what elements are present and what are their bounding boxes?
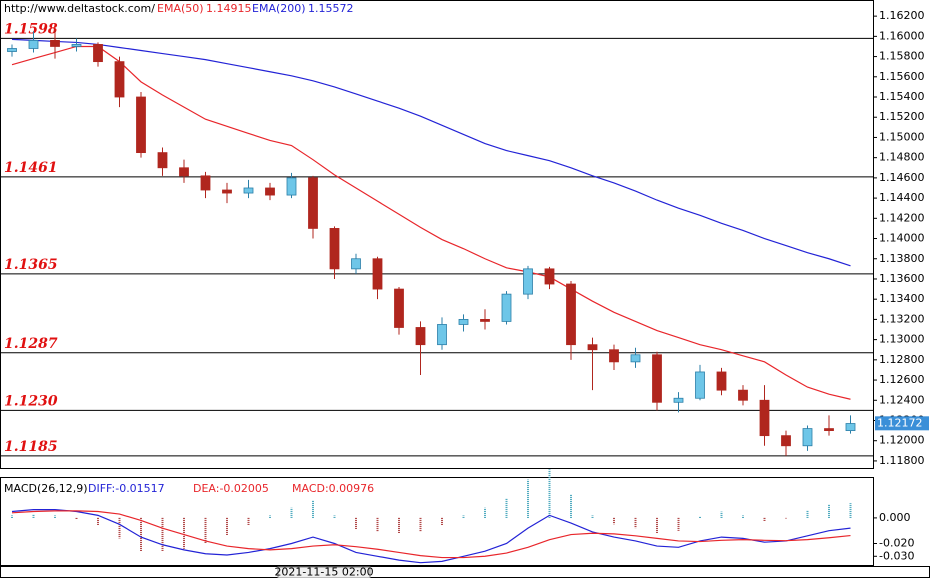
level-label: 1.1365 (4, 257, 58, 273)
y-tick-label: 1.15600 (879, 70, 925, 83)
candle-body (179, 167, 189, 177)
candle-body (243, 187, 254, 194)
y-tick-label: 1.14800 (879, 151, 925, 164)
candle-body (308, 177, 318, 229)
candle-body (394, 288, 404, 328)
candle-body (222, 189, 232, 194)
candle-body (652, 354, 662, 403)
line-series (11, 510, 851, 559)
y-tick-label: 0.000 (879, 511, 911, 524)
ema200-legend: EMA(200) (252, 2, 306, 15)
candle-body (114, 61, 125, 98)
y-tick-label: 1.11800 (879, 454, 925, 467)
candle-body (630, 354, 641, 363)
candle-body (824, 428, 834, 431)
candle-body (28, 40, 39, 49)
y-tick-label: 1.13600 (879, 272, 925, 285)
level-label: 1.1185 (4, 439, 58, 455)
candle-body (501, 293, 512, 322)
candle-body (544, 268, 555, 285)
y-tick-label: 1.12600 (879, 373, 925, 386)
candle-body (480, 319, 490, 322)
time-bar (0, 566, 930, 578)
candle-body (695, 371, 705, 399)
candle-body (845, 423, 856, 431)
y-tick-label: 1.15400 (879, 90, 925, 103)
level-label: 1.1287 (4, 336, 58, 352)
candle-body (372, 258, 383, 290)
candle-body (50, 40, 60, 47)
y-tick-label: 1.14400 (879, 191, 925, 204)
ema200-value: 1.15572 (308, 2, 354, 15)
y-tick-label: 1.12000 (879, 434, 925, 447)
candle-body (200, 175, 211, 191)
candle-body (7, 48, 17, 52)
candle-body (523, 268, 533, 295)
candle-body (265, 187, 275, 196)
y-tick-label: 1.15200 (879, 110, 925, 123)
candle-body (136, 96, 146, 154)
candle-body (351, 258, 361, 270)
y-tick-label: 1.15000 (879, 130, 925, 143)
line-series (11, 45, 851, 400)
candle-body (781, 435, 791, 447)
y-tick-label: 1.13800 (879, 252, 925, 265)
candle-body (157, 152, 168, 169)
level-label: 1.1598 (4, 21, 58, 37)
level-label: 1.1230 (4, 393, 58, 409)
line-series (11, 508, 851, 564)
candle-body (609, 349, 619, 363)
y-tick-label: 1.14600 (879, 171, 925, 184)
y-tick-label: 1.16200 (879, 9, 925, 22)
diff-legend: DIFF:-0.01517 (88, 482, 165, 495)
candle-body (93, 44, 103, 63)
candle-body (329, 228, 340, 270)
level-label: 1.1461 (4, 160, 58, 176)
candle-body (738, 389, 748, 401)
candle-body (458, 319, 469, 325)
candle-body (716, 371, 727, 391)
source-label: http://www.deltastock.com/ (4, 2, 155, 15)
y-tick-label: 1.16000 (879, 29, 925, 42)
y-tick-label: 1.13200 (879, 312, 925, 325)
candle-body (286, 177, 297, 196)
candle-body (566, 283, 576, 346)
y-tick-label: 1.14200 (879, 211, 925, 224)
y-tick-label: -0.030 (879, 549, 914, 562)
candle-body (759, 399, 770, 437)
last-price-label: 1.12172 (877, 416, 923, 429)
y-tick-label: 1.13400 (879, 292, 925, 305)
candle-body (71, 44, 82, 47)
macd-panel (0, 477, 874, 566)
candle-body (415, 327, 426, 346)
cursor-time-box (277, 566, 371, 578)
candle-body (802, 428, 813, 447)
y-tick-label: -0.020 (879, 536, 914, 549)
price-panel (0, 0, 874, 469)
candle-body (587, 344, 598, 351)
candle-body (673, 397, 684, 403)
last-price-box (875, 416, 929, 431)
y-tick-label: 1.14000 (879, 232, 925, 245)
ema50-legend: EMA(50) (157, 2, 204, 15)
candle-body (437, 324, 447, 346)
y-tick-label: 1.12400 (879, 393, 925, 406)
macd-legend: MACD:0.00976 (292, 482, 374, 495)
cursor-time: 2021-11-15 02:00 (274, 566, 373, 578)
macd-title: MACD(26,12,9) (4, 482, 88, 495)
y-tick-label: 1.13000 (879, 333, 925, 346)
line-series (11, 38, 851, 267)
ema50-value: 1.14915 (206, 2, 252, 15)
y-tick-label: 1.12800 (879, 353, 925, 366)
dea-legend: DEA:-0.02005 (193, 482, 269, 495)
y-tick-label: 1.15800 (879, 50, 925, 63)
